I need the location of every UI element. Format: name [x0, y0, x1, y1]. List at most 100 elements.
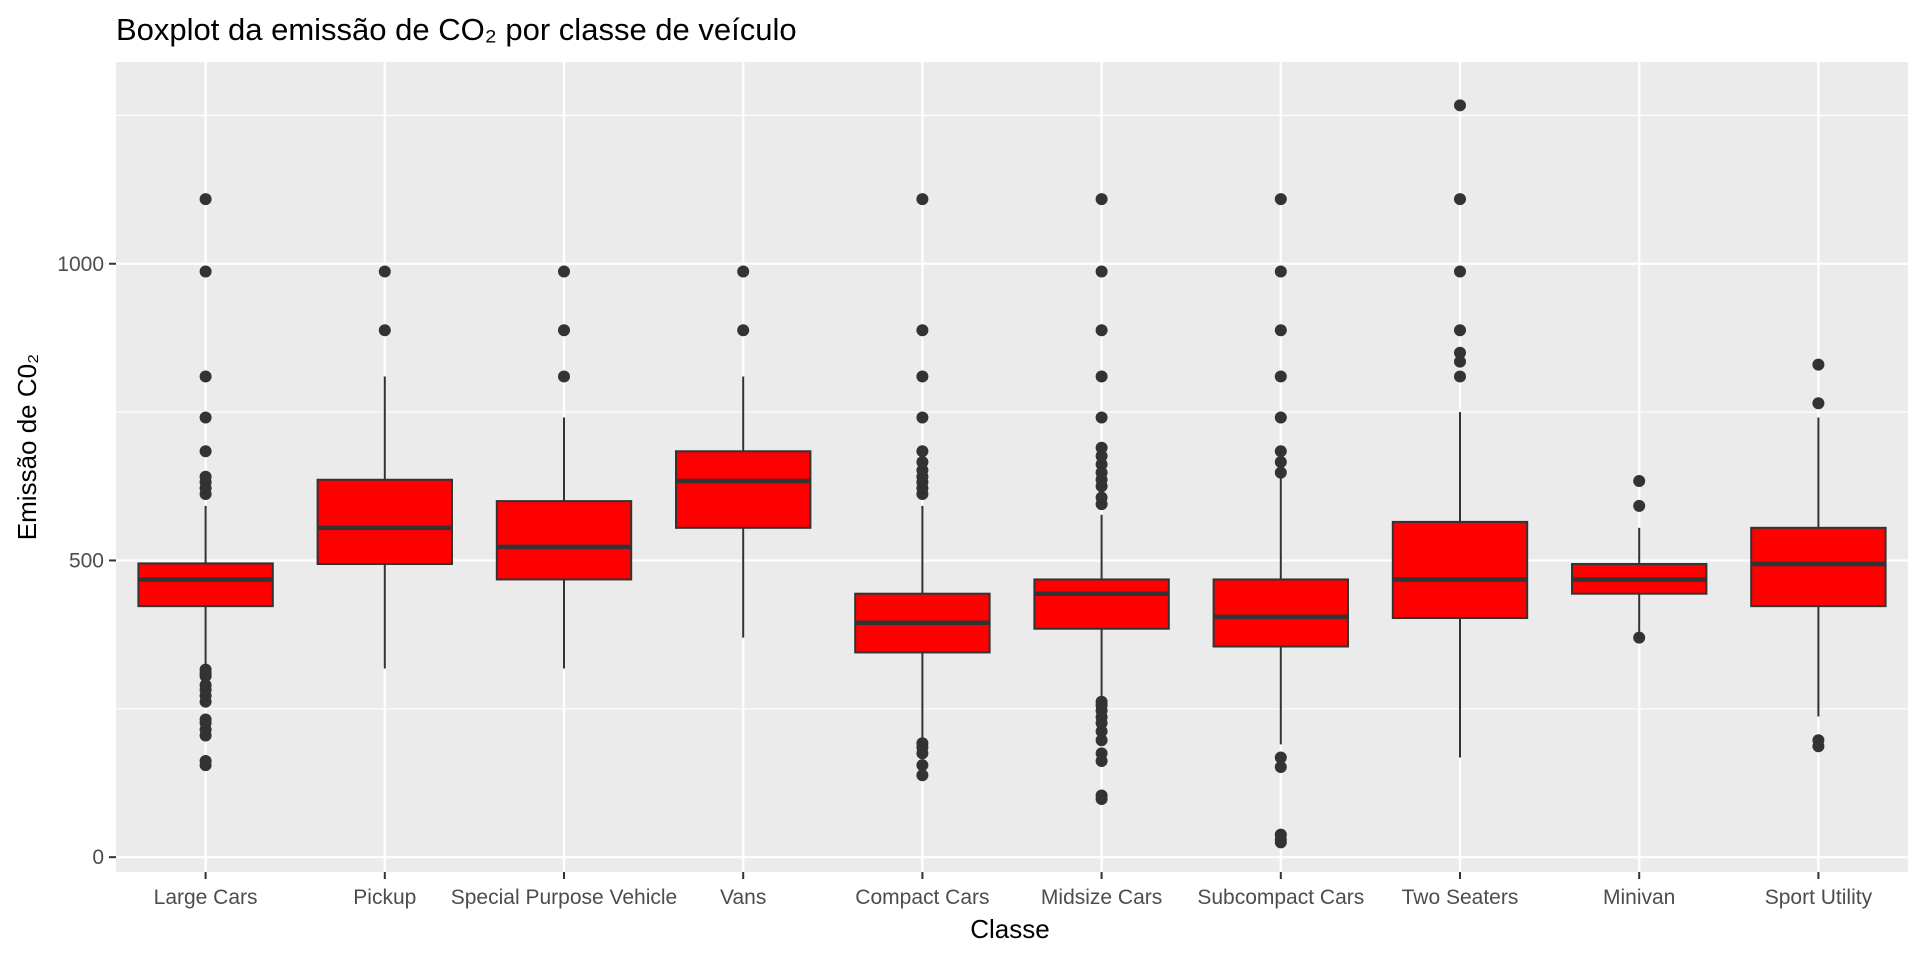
y-tick-label: 500: [69, 549, 104, 572]
outlier-point: [1095, 695, 1108, 708]
box-iqr: [1391, 520, 1529, 620]
box-iqr: [1033, 578, 1170, 630]
outlier-point: [1274, 751, 1287, 764]
box-iqr: [495, 500, 633, 581]
outlier-point: [1095, 734, 1108, 747]
box-minivan: [1571, 474, 1708, 644]
y-axis-title: Emissão de C0₂: [12, 354, 42, 540]
x-axis-title: Classe: [970, 914, 1049, 944]
box-midsize-cars: [1033, 193, 1170, 806]
outlier-point: [737, 265, 750, 278]
outlier-point: [916, 445, 929, 458]
outlier-point: [199, 411, 212, 424]
box-sport-utility: [1750, 358, 1887, 753]
outlier-point: [1454, 193, 1466, 206]
outlier-point: [737, 324, 750, 337]
x-tick-label: Special Purpose Vehicle: [451, 886, 677, 909]
outlier-point: [1095, 265, 1108, 278]
outlier-point: [1095, 789, 1108, 802]
outlier-point: [199, 445, 212, 458]
outlier-point: [558, 324, 570, 337]
box-special-purpose-vehicle: [495, 265, 633, 669]
outlier-point: [199, 755, 212, 768]
outlier-point: [1454, 265, 1466, 278]
outlier-point: [1095, 441, 1108, 454]
outlier-point: [1274, 324, 1287, 337]
x-tick-label: Minivan: [1603, 886, 1675, 909]
outlier-point: [1454, 324, 1466, 337]
box-vans: [675, 265, 812, 638]
outlier-point: [1095, 193, 1108, 206]
x-tick-label: Two Seaters: [1402, 886, 1519, 909]
outlier-point: [916, 324, 929, 337]
outlier-point: [1274, 411, 1287, 424]
x-tick-label: Vans: [720, 886, 766, 909]
outlier-point: [1274, 445, 1287, 458]
outlier-point: [1812, 358, 1825, 371]
outlier-point: [1633, 474, 1646, 487]
y-axis: 0 500 1000: [57, 253, 116, 869]
outlier-point: [1633, 499, 1646, 512]
outlier-point: [916, 769, 929, 782]
outlier-point: [1274, 370, 1287, 383]
outlier-point: [199, 663, 212, 676]
plot-panel: [116, 62, 1908, 872]
outlier-point: [1454, 355, 1466, 368]
outlier-point: [1095, 491, 1108, 504]
outlier-point: [1095, 411, 1108, 424]
x-axis: Large Cars Pickup Special Purpose Vehicle V…: [154, 872, 1873, 909]
outlier-point: [916, 464, 929, 477]
outlier-point: [1274, 455, 1287, 468]
y-tick-label: 1000: [57, 253, 104, 276]
box-subcompact-cars: [1212, 193, 1349, 849]
x-tick-label: Pickup: [353, 886, 416, 909]
outlier-point: [199, 713, 212, 726]
outlier-point: [1274, 760, 1287, 773]
box-iqr: [1212, 578, 1349, 648]
outlier-point: [916, 455, 929, 468]
outlier-point: [1454, 370, 1466, 383]
box-compact-cars: [854, 193, 991, 782]
x-tick-label: Large Cars: [154, 886, 258, 909]
outlier-point: [378, 265, 391, 278]
outlier-point: [1454, 99, 1466, 112]
outlier-point: [558, 370, 570, 383]
box-iqr: [1750, 526, 1887, 608]
x-tick-label: Compact Cars: [855, 886, 989, 909]
outlier-point: [199, 679, 212, 692]
outlier-point: [1274, 193, 1287, 206]
outlier-point: [558, 265, 570, 278]
outlier-point: [1274, 828, 1287, 841]
outlier-point: [916, 737, 929, 750]
outlier-point: [1095, 725, 1108, 738]
outlier-point: [1633, 631, 1646, 644]
outlier-point: [916, 193, 929, 206]
box-large-cars: [137, 193, 274, 772]
outlier-point: [1095, 466, 1108, 479]
outlier-point: [1274, 466, 1287, 479]
outlier-point: [1812, 397, 1825, 410]
chart-title: Boxplot da emissão de CO₂ por classe de …: [116, 12, 797, 47]
outlier-point: [1812, 734, 1825, 747]
x-tick-label: Subcompact Cars: [1197, 886, 1364, 909]
box-series: [137, 99, 1887, 849]
box-iqr: [675, 450, 812, 529]
outlier-point: [1095, 450, 1108, 463]
grid-minor: [116, 114, 1908, 710]
box-pickup: [316, 265, 453, 669]
x-tick-label: Sport Utility: [1765, 886, 1873, 909]
outlier-point: [199, 370, 212, 383]
outlier-point: [1095, 324, 1108, 337]
x-tick-label: Midsize Cars: [1041, 886, 1162, 909]
box-two-seaters: [1391, 99, 1529, 758]
outlier-point: [916, 759, 929, 772]
outlier-point: [1454, 346, 1466, 359]
outlier-point: [1095, 370, 1108, 383]
outlier-point: [1095, 747, 1108, 760]
outlier-point: [1274, 265, 1287, 278]
outlier-point: [1095, 458, 1108, 471]
outlier-point: [916, 370, 929, 383]
box-iqr: [316, 478, 453, 566]
outlier-point: [199, 265, 212, 278]
